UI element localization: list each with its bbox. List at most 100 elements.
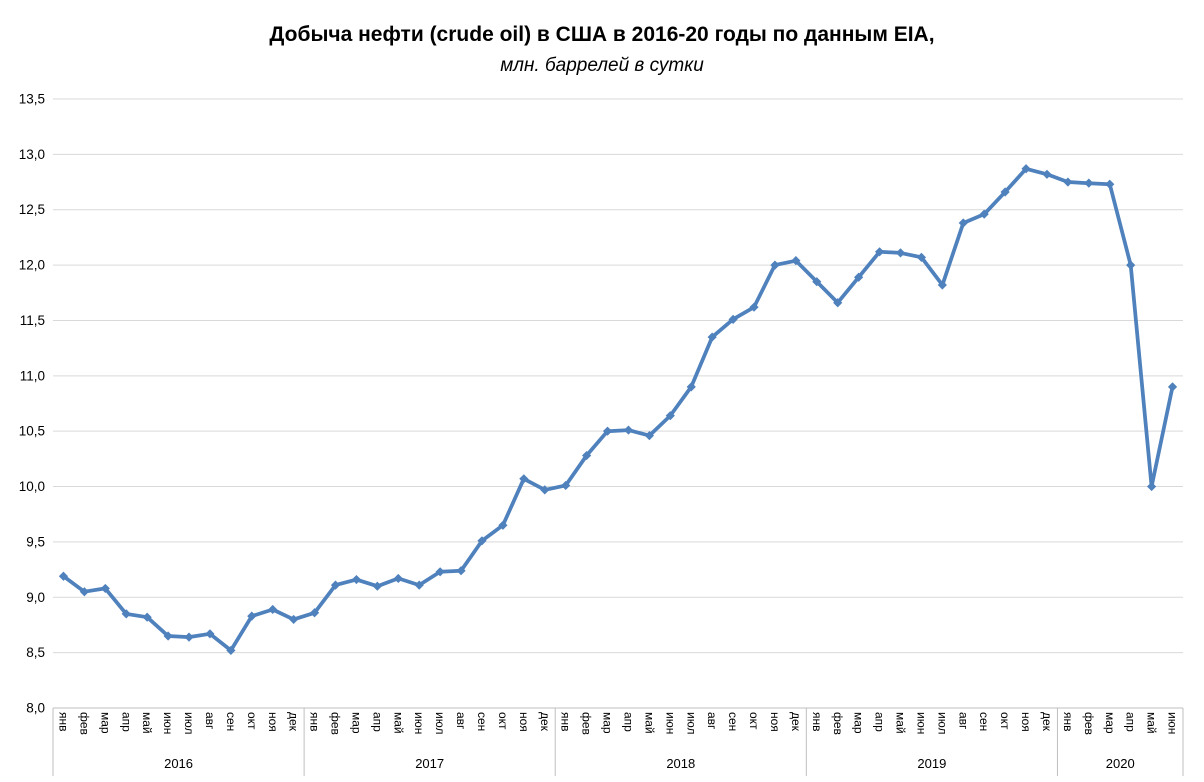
y-tick-label: 10,5 — [19, 424, 45, 439]
x-month-label: окт — [496, 712, 510, 730]
x-month-label: июн — [412, 712, 426, 734]
data-point-marker — [498, 520, 508, 530]
x-month-label: май — [391, 712, 405, 734]
x-month-label: май — [894, 712, 908, 734]
x-month-label: дек — [538, 712, 552, 732]
x-month-label: ноя — [1019, 712, 1033, 732]
data-point-marker — [895, 248, 906, 258]
y-tick-label: 9,0 — [26, 590, 45, 605]
data-point-marker — [916, 252, 927, 262]
data-point-marker — [435, 567, 445, 577]
data-point-marker — [582, 450, 592, 461]
y-tick-label: 9,5 — [26, 534, 45, 549]
x-month-label: янв — [559, 712, 573, 732]
data-point-marker — [937, 280, 947, 290]
data-point-marker — [414, 580, 424, 590]
y-tick-label: 12,0 — [19, 258, 45, 273]
x-year-label: 2020 — [1106, 756, 1135, 771]
data-point-marker — [1042, 169, 1052, 179]
data-point-marker — [58, 571, 69, 581]
x-month-label: апр — [119, 712, 133, 732]
x-month-label: сен — [977, 712, 991, 731]
x-month-label: мар — [349, 712, 363, 734]
x-month-label: апр — [873, 712, 887, 732]
x-month-label: дек — [1040, 712, 1054, 732]
x-month-label: сен — [224, 712, 238, 731]
data-point-marker — [268, 604, 278, 615]
data-point-marker — [393, 573, 403, 584]
x-month-label: янв — [308, 712, 322, 732]
data-point-marker — [1063, 177, 1073, 187]
x-month-label: фев — [580, 712, 594, 735]
x-month-label: июл — [182, 712, 196, 734]
x-month-label: ноя — [517, 712, 531, 732]
data-point-marker — [372, 581, 382, 591]
x-month-label: фев — [831, 712, 845, 735]
data-point-marker — [142, 612, 152, 622]
x-month-label: окт — [747, 712, 761, 730]
data-point-marker — [770, 260, 780, 270]
x-month-label: сен — [475, 712, 489, 731]
data-point-marker — [812, 277, 822, 287]
series-line — [61, 166, 1175, 653]
series-layer — [58, 164, 1178, 656]
data-point-marker — [644, 431, 654, 441]
x-month-label: янв — [1061, 712, 1075, 732]
data-point-marker — [686, 382, 696, 392]
x-month-label: дек — [789, 712, 803, 732]
x-month-label: апр — [370, 712, 384, 732]
x-month-label: окт — [245, 712, 259, 730]
data-point-marker — [979, 209, 989, 219]
x-month-label: ноя — [768, 712, 782, 732]
x-year-label: 2016 — [164, 756, 193, 771]
x-month-label: май — [140, 712, 154, 734]
data-point-marker — [79, 587, 89, 597]
axis-layer: 8,0 8,5 9,0 9,5 10,0 10,5 11,0 11,5 12,0 12,5 13,0… — [19, 92, 1184, 776]
data-point-marker — [665, 411, 675, 421]
x-year-label: 2019 — [917, 756, 946, 771]
data-point-marker — [351, 574, 362, 585]
data-point-marker — [477, 536, 487, 546]
y-tick-label: 11,5 — [20, 313, 45, 328]
y-tick-label: 13,5 — [19, 92, 45, 107]
data-point-marker — [1000, 187, 1010, 197]
data-point-marker — [707, 332, 717, 342]
data-point-marker — [623, 425, 634, 435]
y-tick-label: 8,0 — [26, 701, 45, 716]
y-tick-label: 10,0 — [19, 479, 45, 494]
x-year-label: 2018 — [666, 756, 695, 771]
data-point-marker — [247, 611, 257, 621]
data-point-marker — [874, 247, 885, 257]
x-month-label: июн — [663, 712, 677, 734]
x-month-label: мар — [1103, 712, 1117, 734]
x-month-label: янв — [57, 712, 71, 732]
data-point-marker — [121, 609, 131, 619]
data-point-marker — [791, 256, 801, 266]
x-month-label: фев — [1082, 712, 1096, 735]
x-month-label: мар — [852, 712, 866, 734]
x-month-label: апр — [622, 712, 636, 732]
y-tick-label: 11,0 — [20, 368, 45, 383]
x-month-label: июл — [935, 712, 949, 734]
x-month-label: фев — [329, 712, 343, 735]
x-month-label: сен — [726, 712, 740, 731]
chart-title: Добыча нефти (crude oil) в США в 2016-20… — [269, 23, 934, 46]
data-point-marker — [602, 426, 613, 436]
x-month-label: апр — [1124, 712, 1138, 732]
data-point-marker — [289, 614, 299, 625]
x-year-label: 2017 — [415, 756, 444, 771]
x-month-label: дек — [287, 712, 301, 732]
data-point-marker — [749, 302, 759, 312]
data-point-marker — [1126, 260, 1136, 270]
x-month-label: янв — [810, 712, 824, 732]
x-month-label: авг — [705, 712, 719, 730]
data-point-marker — [205, 629, 215, 639]
data-point-marker — [833, 298, 843, 308]
x-month-label: июн — [1166, 712, 1180, 734]
data-point-marker — [163, 631, 173, 641]
data-point-marker — [1084, 178, 1094, 188]
x-month-label: авг — [203, 712, 217, 730]
data-point-marker — [1105, 179, 1115, 189]
x-month-label: фев — [77, 712, 91, 735]
x-month-label: май — [642, 712, 656, 734]
